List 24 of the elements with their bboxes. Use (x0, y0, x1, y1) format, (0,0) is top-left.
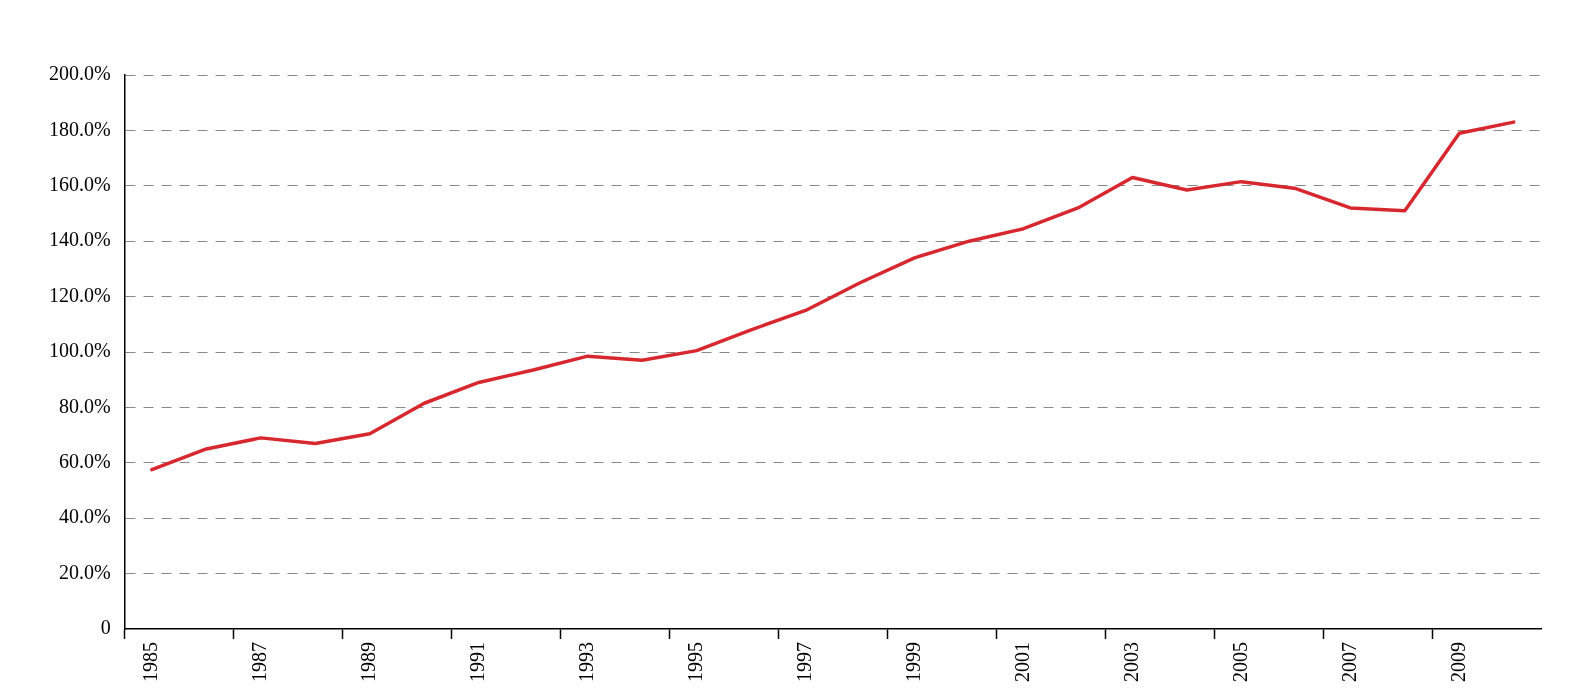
x-tick-label: 1985 (139, 642, 162, 682)
y-tick-label: 100.0% (48, 339, 111, 362)
x-tick-label: 1991 (466, 642, 488, 682)
y-tick-label: 0 (100, 616, 111, 639)
x-tick-label: 2001 (1010, 642, 1033, 682)
x-tick-label: 1989 (357, 642, 380, 682)
y-tick-label: 160.0% (48, 173, 111, 196)
x-tick-label: 2003 (1119, 642, 1142, 682)
x-tick-label: 2007 (1337, 642, 1360, 682)
y-tick-label: 60.0% (58, 450, 111, 473)
y-tick-label: 140.0% (48, 228, 111, 251)
y-tick-label: 200.0% (48, 62, 111, 85)
x-tick-label: 1997 (792, 642, 815, 682)
y-tick-label: 180.0% (48, 117, 111, 140)
x-tick-label: 1987 (248, 642, 271, 682)
y-tick-label: 80.0% (58, 394, 111, 417)
y-tick-label: 20.0% (58, 560, 111, 583)
x-tick-label: 2005 (1228, 642, 1251, 682)
x-tick-label: 1995 (683, 642, 706, 682)
x-tick-label: 1993 (574, 642, 597, 682)
y-tick-label: 120.0% (48, 283, 111, 306)
y-tick-label: 40.0% (58, 505, 111, 528)
x-tick-label: 1999 (901, 642, 924, 682)
x-tick-label: 2009 (1446, 642, 1469, 682)
